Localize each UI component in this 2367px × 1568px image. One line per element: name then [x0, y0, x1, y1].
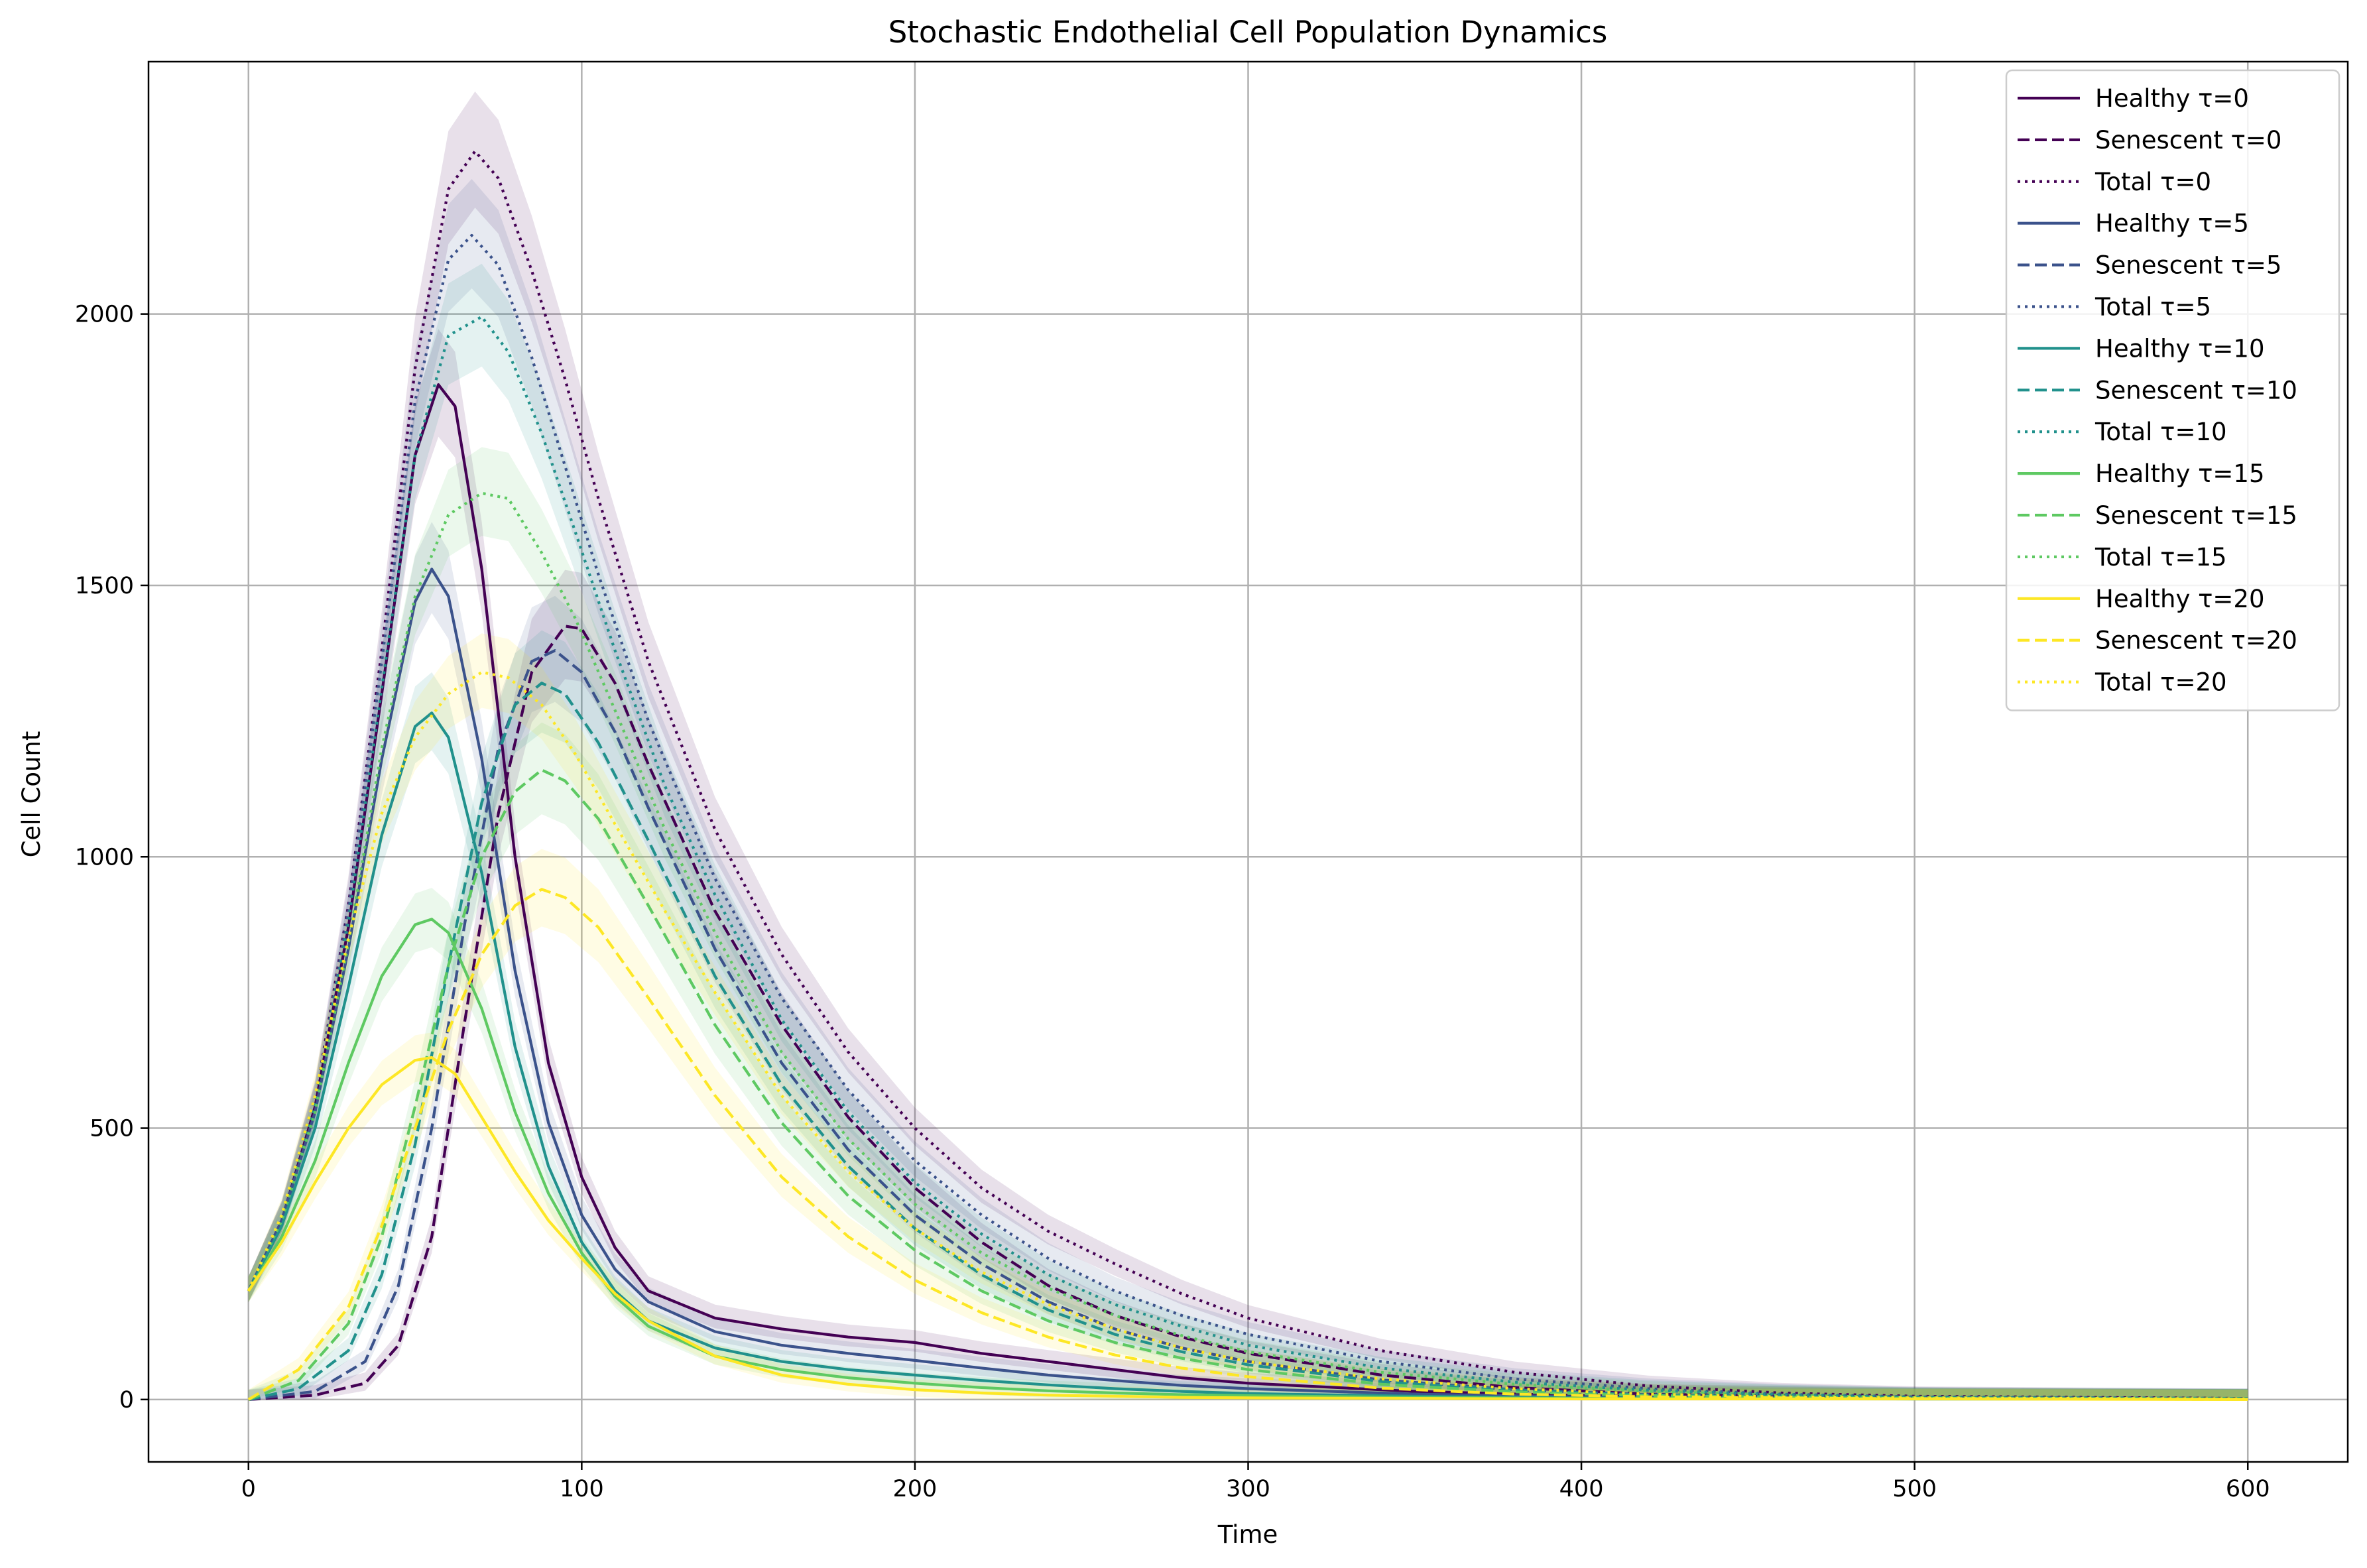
band-3: [248, 522, 2248, 1400]
series-lines: [247, 150, 2248, 1401]
legend-label-4: Senescent τ=5: [2095, 251, 2281, 280]
series-line-8: [247, 315, 2248, 1400]
x-tick-label-2: 200: [893, 1476, 938, 1502]
x-tick-label-0: 0: [241, 1476, 256, 1502]
legend-label-12: Healthy τ=20: [2095, 585, 2265, 613]
x-tick-label-1: 100: [560, 1476, 604, 1502]
band-2: [248, 91, 2248, 1400]
legend-label-1: Senescent τ=0: [2095, 126, 2281, 154]
legend-label-10: Senescent τ=15: [2095, 501, 2297, 530]
legend-label-5: Total τ=5: [2094, 293, 2211, 322]
legend-label-7: Senescent τ=10: [2095, 376, 2297, 404]
legend-label-6: Healthy τ=10: [2095, 334, 2265, 363]
y-tick-label-1: 500: [90, 1116, 134, 1142]
series-line-9: [247, 918, 2248, 1401]
legend-label-11: Total τ=15: [2094, 543, 2227, 572]
legend-label-2: Total τ=0: [2094, 168, 2211, 196]
plot-area: 0 100 200 300 400 500 600 0 500 1000 1500 2000: [75, 60, 2349, 1502]
series-line-12: [247, 1056, 2248, 1401]
legend-label-8: Total τ=10: [2094, 418, 2227, 446]
series-line-14: [247, 670, 2248, 1401]
band-6: [248, 672, 2248, 1400]
band-0: [248, 329, 2248, 1400]
series-line-2: [247, 150, 2248, 1400]
series-line-1: [248, 625, 2248, 1401]
series-line-13: [247, 888, 2248, 1401]
x-tick-label-5: 500: [1892, 1476, 1937, 1502]
x-axis-label: Time: [1217, 1520, 1278, 1549]
y-tick-label-2: 1000: [75, 844, 134, 871]
band-5: [248, 179, 2248, 1400]
legend-label-13: Senescent τ=20: [2095, 627, 2297, 655]
legend: Healthy τ=0 Senescent τ=0 Total τ=0 Healthy…: [2005, 69, 2340, 711]
band-14: [248, 633, 2248, 1400]
legend-label-0: Healthy τ=0: [2095, 84, 2249, 113]
y-tick-label-0: 0: [119, 1387, 134, 1414]
legend-label-9: Healthy τ=15: [2095, 459, 2265, 488]
x-tick-label-4: 400: [1559, 1476, 1604, 1502]
band-11: [248, 447, 2248, 1400]
legend-box: [2005, 69, 2340, 711]
chart-title: Stochastic Endothelial Cell Population D…: [888, 15, 1608, 50]
x-tick-label-3: 300: [1226, 1476, 1270, 1502]
y-axis-label: Cell Count: [17, 731, 46, 858]
band-9: [248, 888, 2248, 1400]
legend-label-14: Total τ=20: [2094, 668, 2227, 697]
band-8: [248, 263, 2248, 1400]
y-tick-label-4: 2000: [75, 302, 134, 328]
x-tick-label-6: 600: [2226, 1476, 2270, 1502]
series-line-5: [247, 233, 2248, 1400]
y-tick-label-3: 1500: [75, 573, 134, 599]
series-line-7: [248, 682, 2248, 1401]
series-line-3: [247, 568, 2248, 1401]
series-line-11: [247, 491, 2248, 1401]
series-line-0: [247, 383, 2248, 1401]
legend-label-3: Healthy τ=5: [2095, 210, 2249, 238]
